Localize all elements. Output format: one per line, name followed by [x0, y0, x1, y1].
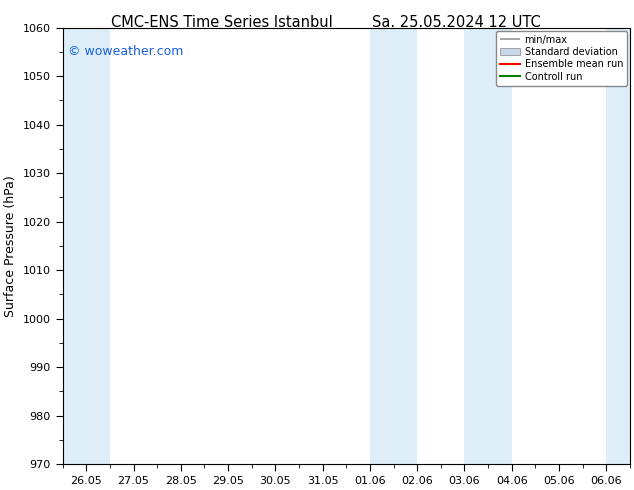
- Y-axis label: Surface Pressure (hPa): Surface Pressure (hPa): [4, 175, 17, 317]
- Bar: [63, 28, 110, 464]
- Bar: [606, 28, 630, 464]
- Legend: min/max, Standard deviation, Ensemble mean run, Controll run: min/max, Standard deviation, Ensemble me…: [496, 31, 627, 86]
- Text: CMC-ENS Time Series Istanbul: CMC-ENS Time Series Istanbul: [111, 15, 333, 30]
- Bar: [465, 28, 512, 464]
- Bar: [370, 28, 417, 464]
- Text: © woweather.com: © woweather.com: [68, 45, 184, 58]
- Text: Sa. 25.05.2024 12 UTC: Sa. 25.05.2024 12 UTC: [372, 15, 541, 30]
